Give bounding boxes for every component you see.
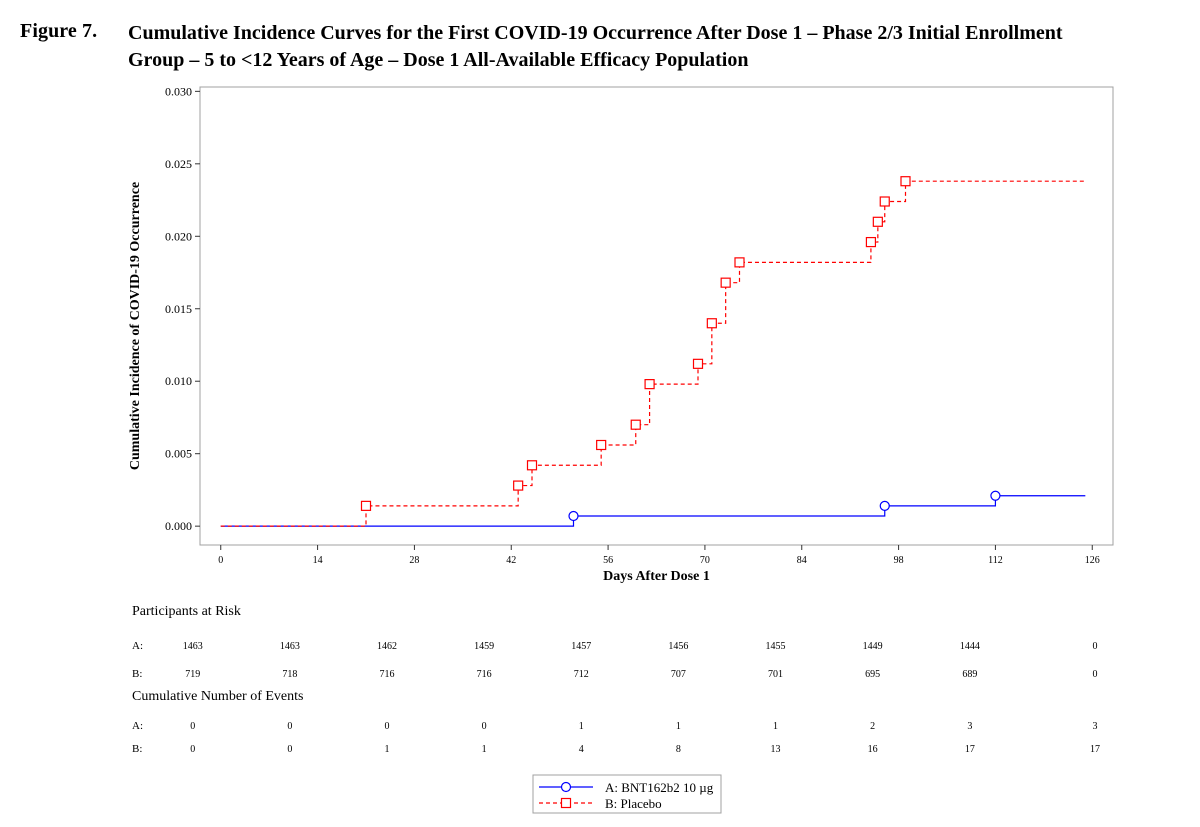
events-cell: 2 (870, 721, 875, 732)
at-risk-cell: 1462 (377, 641, 397, 652)
figure-title: Cumulative Incidence Curves for the Firs… (128, 20, 1188, 74)
at-risk-cell: 718 (282, 669, 297, 680)
series-b-marker (644, 379, 655, 390)
events-cell: 8 (676, 744, 681, 755)
at-risk-cell: 1455 (766, 641, 786, 652)
at-risk-row-label: A: (132, 640, 143, 652)
series-b-marker (526, 460, 538, 471)
legend-marker-b (560, 797, 572, 809)
series-line-b (220, 180, 1086, 527)
events-cell: 0 (190, 721, 195, 732)
at-risk-cell: 719 (185, 669, 200, 680)
series-a-marker (568, 510, 579, 522)
y-tick-label: 0.015 (165, 302, 192, 316)
at-risk-cell: 695 (865, 669, 880, 680)
events-cell: 3 (967, 721, 972, 732)
events-cell: 17 (965, 744, 975, 755)
events-cell: 0 (385, 721, 390, 732)
events-cell: 1 (676, 721, 681, 732)
series-a-marker (990, 490, 1001, 501)
events-cell: 0 (190, 744, 195, 755)
figure-title-line-1: Cumulative Incidence Curves for the Firs… (128, 22, 1063, 44)
at-risk-cell: 712 (574, 669, 589, 680)
events-cell: 13 (771, 744, 781, 755)
at-risk-cell: 1463 (280, 641, 300, 652)
series-b-marker (872, 216, 883, 227)
events-cell: 1 (579, 721, 584, 732)
at-risk-cell: 716 (477, 669, 492, 680)
x-tick-label: 14 (313, 555, 323, 566)
y-tick-label: 0.020 (165, 229, 192, 243)
events-cell: 17 (1090, 744, 1100, 755)
events-cell: 16 (868, 744, 878, 755)
legend-label-b: B: Placebo (605, 796, 662, 811)
legend-marker-a (560, 781, 572, 793)
at-risk-cell: 716 (380, 669, 395, 680)
at-risk-cell: 701 (768, 669, 783, 680)
series-b-marker (513, 480, 524, 491)
events-row-label: B: (132, 743, 142, 755)
at-risk-row-label: B: (132, 668, 142, 680)
series-b-marker (360, 500, 372, 511)
series-b-marker (734, 257, 745, 268)
series-b-marker (596, 439, 607, 451)
at-risk-cell: 1457 (571, 641, 591, 652)
series-b-marker (630, 419, 641, 430)
x-tick-label: 84 (797, 555, 807, 566)
x-tick-label: 56 (603, 555, 613, 566)
events-title: Cumulative Number of Events (132, 689, 303, 704)
at-risk-title: Participants at Risk (132, 604, 241, 619)
series-b-marker (879, 196, 890, 207)
x-tick-label: 126 (1085, 555, 1100, 566)
at-risk-cell: 689 (962, 669, 977, 680)
events-cell: 0 (287, 721, 292, 732)
x-axis-title: Days After Dose 1 (603, 569, 710, 584)
x-tick-label: 112 (988, 555, 1003, 566)
at-risk-cell: 1444 (960, 641, 980, 652)
y-axis-title: Cumulative Incidence of COVID-19 Occurre… (128, 182, 143, 470)
at-risk-cell: 1449 (863, 641, 883, 652)
events-row-label: A: (132, 720, 143, 732)
at-risk-cell: 0 (1092, 669, 1097, 680)
figure-title-line-2: Group – 5 to <12 Years of Age – Dose 1 A… (128, 49, 749, 71)
x-tick-label: 98 (894, 555, 904, 566)
at-risk-cell: 707 (671, 669, 686, 680)
legend-label-a: A: BNT162b2 10 µg (605, 780, 714, 795)
at-risk-cell: 1463 (183, 641, 203, 652)
x-tick-label: 0 (218, 555, 223, 566)
x-tick-label: 28 (409, 555, 419, 566)
y-tick-label: 0.010 (165, 374, 192, 388)
series-a-marker (879, 500, 890, 511)
y-tick-label: 0.000 (165, 519, 192, 533)
series-b-marker (706, 318, 717, 329)
events-cell: 1 (773, 721, 778, 732)
events-cell: 4 (579, 744, 584, 755)
plot-frame (199, 86, 1114, 546)
x-tick-label: 42 (506, 555, 516, 566)
y-tick-label: 0.025 (165, 157, 192, 171)
events-cell: 0 (482, 721, 487, 732)
events-cell: 0 (287, 744, 292, 755)
x-tick-label: 70 (700, 555, 710, 566)
at-risk-cell: 1459 (474, 641, 494, 652)
events-cell: 1 (482, 744, 487, 755)
series-b-marker (865, 236, 877, 248)
y-tick-label: 0.005 (165, 447, 192, 461)
series-b-marker (692, 358, 704, 369)
series-b-marker (720, 277, 731, 288)
y-tick-label: 0.030 (165, 84, 192, 98)
at-risk-cell: 1456 (668, 641, 688, 652)
events-cell: 1 (385, 744, 390, 755)
events-cell: 3 (1092, 721, 1097, 732)
series-b-marker (900, 176, 911, 187)
series-line-a (220, 495, 1086, 527)
figure-number: Figure 7. (20, 20, 98, 42)
at-risk-cell: 0 (1092, 641, 1097, 652)
